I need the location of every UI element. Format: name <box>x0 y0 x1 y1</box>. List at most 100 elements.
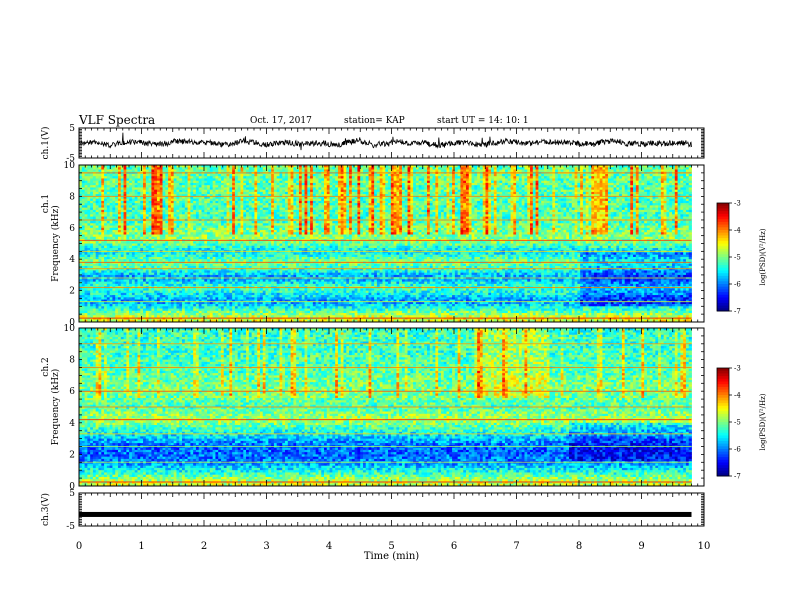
ch1-spectrogram-cell <box>118 167 121 170</box>
ch1-spectrogram-cell <box>396 167 399 170</box>
ch1-spectrogram-cell <box>163 167 166 170</box>
ch1-spectrogram-cell <box>341 167 344 170</box>
ch1-spectrogram-cell <box>480 167 483 170</box>
ch1-spectrogram-cell <box>622 167 625 170</box>
ch1-spectrogram-cell <box>124 167 127 170</box>
ch1-spectrogram-cell <box>93 167 96 170</box>
ch1-spectrogram-cell <box>522 167 525 170</box>
ch1-spectrogram-cell <box>653 167 656 170</box>
ch1-spectrogram-cell <box>611 167 614 170</box>
ch1-spectrogram-cell <box>82 167 85 170</box>
ch1-spectrogram-cell <box>271 167 274 170</box>
ch1-spectrogram-cell <box>313 167 316 170</box>
ch1-spectrogram-cell <box>388 167 391 170</box>
ch1-spectrogram-cell <box>338 167 341 170</box>
ch1-spectrogram-cell <box>90 167 93 170</box>
ch1-spectrogram-cell <box>614 167 617 170</box>
ch1-spectrogram-cell <box>605 167 608 170</box>
ch1-spectrogram-cell <box>499 167 502 170</box>
ch1-spectrogram-cell <box>402 167 405 170</box>
ch1-spectrogram-cell <box>224 167 227 170</box>
ch1-spectrogram-cell <box>678 167 681 170</box>
ch1-spectrogram-cell <box>477 167 480 170</box>
ch1-spectrogram-cell <box>463 167 466 170</box>
ch1-spectrogram-cell <box>433 167 436 170</box>
ch1-spectrogram-cell <box>594 167 597 170</box>
ch1-spectrogram-cell <box>355 167 358 170</box>
ch1-spectrogram-cell <box>680 167 683 170</box>
ch1-spectrogram-cell <box>310 167 313 170</box>
ch1-spectrogram-cell <box>536 167 539 170</box>
ch1-spectrogram-cell <box>98 167 101 170</box>
ch1-spectrogram-cell <box>597 167 600 170</box>
ch1-spectrogram-cell <box>318 167 321 170</box>
ch1-spectrogram-cell <box>410 167 413 170</box>
ch1-spectrogram-cell <box>302 167 305 170</box>
ch1-spectrogram-cell <box>254 167 257 170</box>
ch1-spectrogram-cell <box>508 167 511 170</box>
ch1-spectrogram-cell <box>427 167 430 170</box>
ch1-spectrogram-cell <box>474 167 477 170</box>
ch1-spectrogram-cell <box>104 167 107 170</box>
ch1-spectrogram-cell <box>87 167 90 170</box>
ch1-spectrogram-cell <box>658 167 661 170</box>
ch1-spectrogram-cell <box>182 167 185 170</box>
ch1-spectrogram-cell <box>126 167 129 170</box>
ch1-spectrogram-cell <box>307 167 310 170</box>
ch1-spectrogram-cell <box>416 167 419 170</box>
ch1-spectrogram-cell <box>502 167 505 170</box>
ch1-spectrogram-cell <box>316 167 319 170</box>
ch1-spectrogram-cell <box>252 167 255 170</box>
ch1-spectrogram-cell <box>575 167 578 170</box>
ch1-spectrogram-cell <box>154 167 157 170</box>
ch1-spectrogram-cell <box>683 167 686 170</box>
ch1-spectrogram-cell <box>371 167 374 170</box>
ch1-spectrogram-cell <box>179 167 182 170</box>
ch1-spectrogram-cell <box>279 167 282 170</box>
ch1-spectrogram-cell <box>600 167 603 170</box>
ch1-spectrogram-cell <box>650 167 653 170</box>
ch1-spectrogram-cell <box>555 167 558 170</box>
ch1-spectrogram-cell <box>633 167 636 170</box>
ch1-spectrogram-cell <box>563 167 566 170</box>
ch1-spectrogram-cell <box>232 167 235 170</box>
ch1-spectrogram-cell <box>129 167 132 170</box>
ch1-spectrogram-cell <box>616 167 619 170</box>
ch1-spectrogram-cell <box>246 167 249 170</box>
ch1-spectrogram-cell <box>299 167 302 170</box>
ch1-spectrogram-cell <box>689 167 692 170</box>
ch1-spectrogram-cell <box>419 167 422 170</box>
ch1-spectrogram-cell <box>460 167 463 170</box>
ch1-spectrogram-cell <box>580 167 583 170</box>
ch1-spectrogram-cell <box>664 167 667 170</box>
ch1-spectrogram-cell <box>602 167 605 170</box>
ch1-spectrogram-cell <box>260 167 263 170</box>
ch1-spectrogram-cell <box>647 167 650 170</box>
ch1-spectrogram-cell <box>112 167 115 170</box>
ch1-spectrogram-cell <box>385 167 388 170</box>
ch1-spectrogram-cell <box>132 167 135 170</box>
ch1-spectrogram-cell <box>160 167 163 170</box>
ch1-spectrogram-cell <box>435 167 438 170</box>
ch1-spectrogram-cell <box>330 167 333 170</box>
ch1-spectrogram-cell <box>413 167 416 170</box>
ch1-spectrogram-cell <box>215 167 218 170</box>
ch1-spectrogram-cell <box>266 167 269 170</box>
ch1-spectrogram-cell <box>143 167 146 170</box>
ch1-spectrogram-cell <box>257 167 260 170</box>
ch1-spectrogram-cell <box>382 167 385 170</box>
ch1-spectrogram-cell <box>165 167 168 170</box>
ch1-spectrogram-cell <box>268 167 271 170</box>
ch1-spectrogram-cell <box>558 167 561 170</box>
ch1-spectrogram-cell <box>586 167 589 170</box>
ch1-spectrogram-cell <box>530 167 533 170</box>
ch1-waveform-panel: -55ch.1(V) <box>40 124 704 164</box>
ch1-spectrogram-cell <box>619 167 622 170</box>
ch1-spectrogram-cell <box>157 167 160 170</box>
ch1-spectrogram-cell <box>101 167 104 170</box>
ch1-spectrogram-cell <box>675 167 678 170</box>
ch1-spectrogram-cell <box>210 167 213 170</box>
ch1-spectrogram-cell <box>213 167 216 170</box>
ch1-spectrogram-cell <box>447 167 450 170</box>
ch1-spectrogram-cell <box>240 167 243 170</box>
